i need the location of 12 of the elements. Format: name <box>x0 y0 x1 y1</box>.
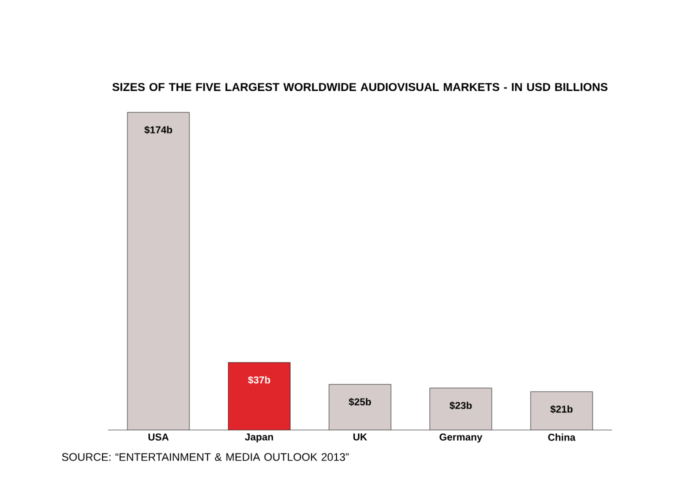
x-tick-label: USA <box>148 434 169 441</box>
data-label: $23b <box>450 402 472 410</box>
x-tick-label: China <box>548 434 576 441</box>
x-tick-label: UK <box>353 434 368 440</box>
data-label: $25b <box>348 398 371 406</box>
x-tick-label: Germany <box>440 434 482 443</box>
x-tick-label: Japan <box>244 434 273 442</box>
source-note: SOURCE: “ENTERTAINMENT & MEDIA OUTLOOK 2013” <box>62 453 349 461</box>
data-label: $174b <box>144 126 172 134</box>
data-label: $37b <box>248 376 270 384</box>
chart-title: SIZES OF THE FIVE LARGEST WORLDWIDE AUDIOVISUAL MARKETS - IN USD BILLIONS <box>112 82 608 92</box>
data-label: $21b <box>550 405 573 414</box>
